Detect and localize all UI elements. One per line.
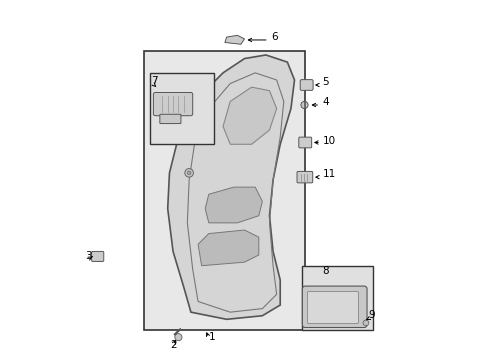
Polygon shape [198, 230, 258, 266]
FancyBboxPatch shape [153, 93, 192, 116]
Text: 11: 11 [322, 170, 335, 180]
Polygon shape [205, 187, 262, 223]
Polygon shape [223, 87, 276, 144]
Circle shape [175, 334, 182, 341]
Text: 4: 4 [322, 97, 328, 107]
Bar [149, 73, 214, 144]
FancyBboxPatch shape [302, 286, 366, 328]
Text: 6: 6 [270, 32, 277, 42]
FancyBboxPatch shape [91, 251, 103, 261]
Text: 9: 9 [368, 310, 375, 320]
Polygon shape [224, 35, 244, 44]
Bar [144, 51, 305, 330]
Circle shape [184, 168, 193, 177]
Text: 5: 5 [322, 77, 328, 87]
Bar [301, 266, 372, 330]
Text: 1: 1 [208, 332, 215, 342]
Text: 2: 2 [170, 340, 177, 350]
FancyBboxPatch shape [298, 137, 311, 148]
FancyBboxPatch shape [160, 114, 181, 123]
Polygon shape [167, 55, 294, 319]
Text: 8: 8 [322, 266, 328, 276]
FancyBboxPatch shape [296, 171, 312, 183]
Text: 10: 10 [323, 136, 336, 146]
Text: 7: 7 [151, 76, 157, 86]
Circle shape [363, 320, 368, 326]
Circle shape [300, 102, 307, 109]
FancyBboxPatch shape [300, 80, 312, 90]
Circle shape [187, 171, 190, 175]
FancyBboxPatch shape [307, 292, 358, 324]
Text: 3: 3 [85, 251, 92, 261]
